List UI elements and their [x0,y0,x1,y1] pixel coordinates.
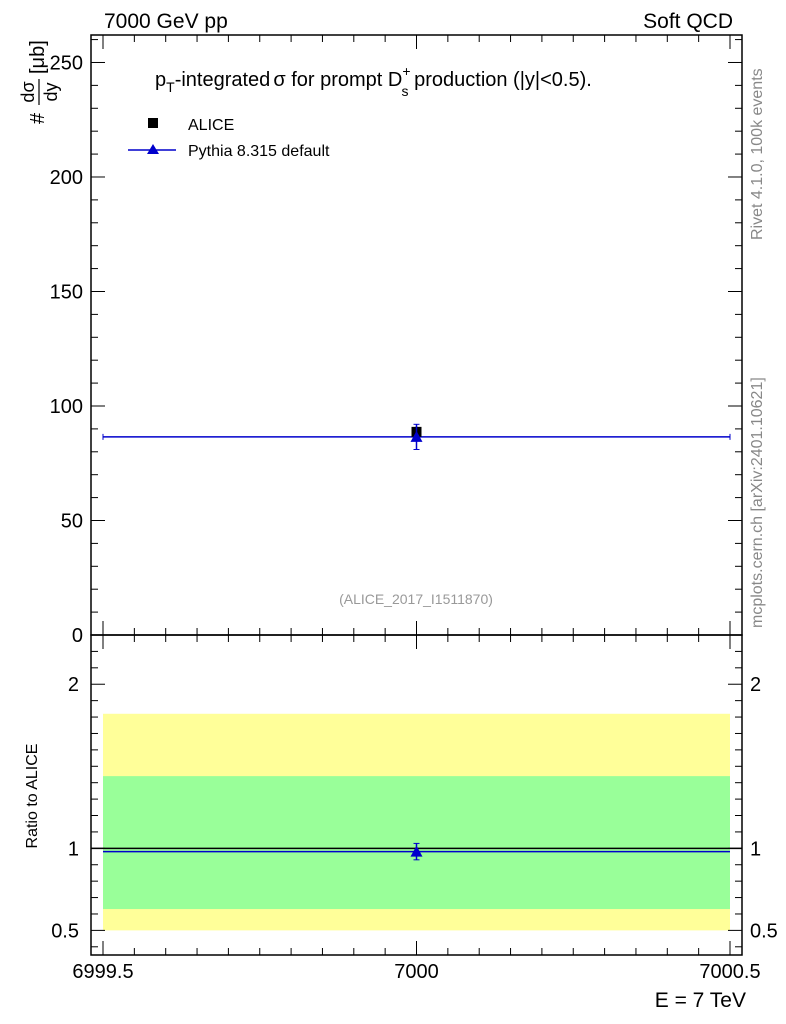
header-right: Soft QCD [643,10,733,33]
main-y-axis: 0 50 100 150 200 250 [50,39,742,647]
main-y-tick-label: 50 [61,510,83,532]
ratio-y-tick-label: 2 [68,674,79,696]
main-y-tick-label: 250 [50,52,83,74]
x-tick-label: 6999.5 [72,961,133,983]
ratio-y-axis: 0.5 0.5 1 1 2 2 [51,634,778,948]
legend-marker-pythia [147,144,159,154]
legend: ALICE Pythia 8.315 default [128,117,330,160]
legend-label-pythia: Pythia 8.315 default [188,143,330,160]
ratio-y-tick-label: 1 [68,838,79,860]
pythia-point [410,430,423,442]
svg-text:[μb]: [μb] [27,40,49,74]
main-data-marks [102,423,731,451]
legend-marker-alice [148,118,158,128]
main-y-tick-label: 150 [50,281,83,303]
ratio-y-tick-label: 0.5 [51,920,79,942]
legend-label-alice: ALICE [188,117,234,134]
source-label: mcplots.cern.ch [arXiv:2401.10621] [749,377,766,628]
svg-text:dy: dy [41,82,61,101]
ratio-y-tick-label-right: 2 [750,674,761,696]
main-y-tick-label: 100 [50,396,83,418]
ratio-y-tick-label-right: 0.5 [750,920,778,942]
main-title: pT-integrated σ for prompt D+ s production… [155,63,592,99]
header-left: 7000 GeV pp [104,10,228,33]
x-tick-label: 7000 [394,961,439,983]
svg-text:#: # [27,112,49,124]
main-y-tick-label: 200 [50,167,83,189]
ratio-pythia-point [410,845,423,857]
analysis-watermark: (ALICE_2017_I1511870) [339,591,493,607]
main-y-label: # dσ dy [μb] [18,40,61,124]
svg-text:dσ: dσ [18,81,38,102]
ratio-y-label: Ratio to ALICE [24,744,41,849]
x-tick-label: 7000.5 [699,961,760,983]
x-axis: 6999.5 7000 7000.5 [72,35,761,983]
ratio-band-inner [103,776,730,910]
rivet-label: Rivet 4.1.0, 100k events [749,68,766,240]
main-y-tick-label: 0 [72,625,83,647]
ratio-bands [103,713,730,931]
ratio-y-tick-label-right: 1 [750,838,761,860]
x-axis-label: E = 7 TeV [655,989,746,1012]
ratio-data-marks [91,842,742,861]
